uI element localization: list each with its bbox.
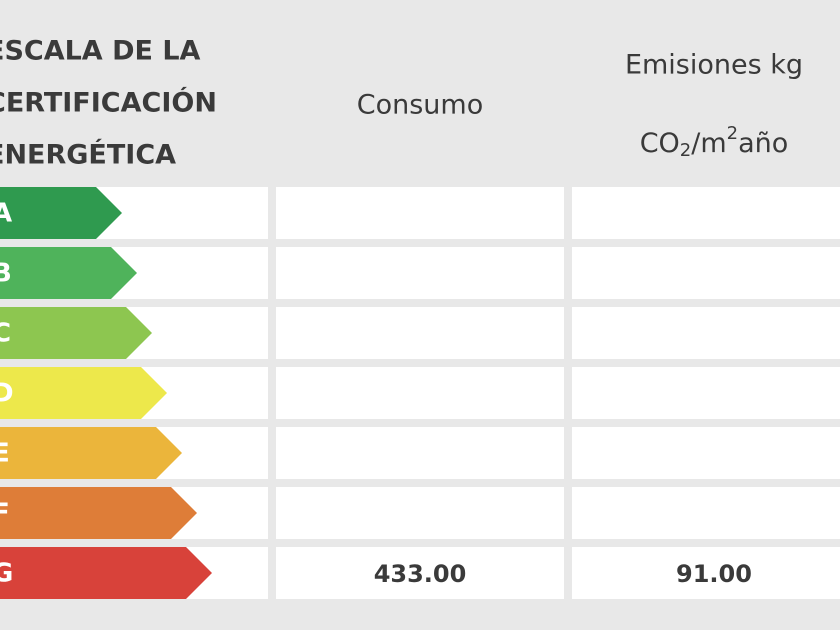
class-letter: A: [0, 199, 12, 229]
class-arrow: [0, 307, 152, 359]
cell: [276, 547, 564, 599]
class-letter: F: [0, 499, 10, 529]
class-letter: B: [0, 259, 12, 289]
cell: [572, 547, 840, 599]
cell: [572, 367, 840, 419]
class-letter: D: [0, 379, 14, 409]
cell: [276, 367, 564, 419]
unit-part: CO: [640, 128, 680, 159]
cell: [572, 307, 840, 359]
scale-title: ENERGÉTICA: [0, 139, 176, 171]
cell: [572, 427, 840, 479]
unit-sub: 2: [680, 140, 691, 161]
cell: [572, 187, 840, 239]
unit-part: /m: [691, 128, 726, 159]
emissions-header: Emisiones kg: [625, 50, 803, 81]
cell: [276, 307, 564, 359]
consumption-header: Consumo: [357, 90, 483, 121]
class-letter: G: [0, 559, 13, 589]
class-arrow: [0, 187, 122, 239]
class-arrow: [0, 367, 167, 419]
class-arrow: [0, 427, 182, 479]
scale-title: CERTIFICACIÓN: [0, 87, 217, 119]
cell: [276, 487, 564, 539]
class-letter: E: [0, 439, 10, 469]
emissions-value: 91.00: [676, 560, 752, 588]
emissions-unit: CO2/m2año: [640, 123, 789, 161]
class-letter: C: [0, 319, 11, 349]
class-arrow: [0, 247, 137, 299]
class-arrow: [0, 487, 197, 539]
class-arrow: [0, 547, 212, 599]
unit-sup: 2: [727, 123, 738, 144]
unit-part: año: [738, 128, 788, 159]
scale-title: ESCALA DE LA: [0, 36, 201, 67]
cell: [276, 247, 564, 299]
cell: [572, 247, 840, 299]
cell: [276, 187, 564, 239]
cell: [572, 487, 840, 539]
cell: [276, 427, 564, 479]
consumption-value: 433.00: [374, 560, 467, 588]
